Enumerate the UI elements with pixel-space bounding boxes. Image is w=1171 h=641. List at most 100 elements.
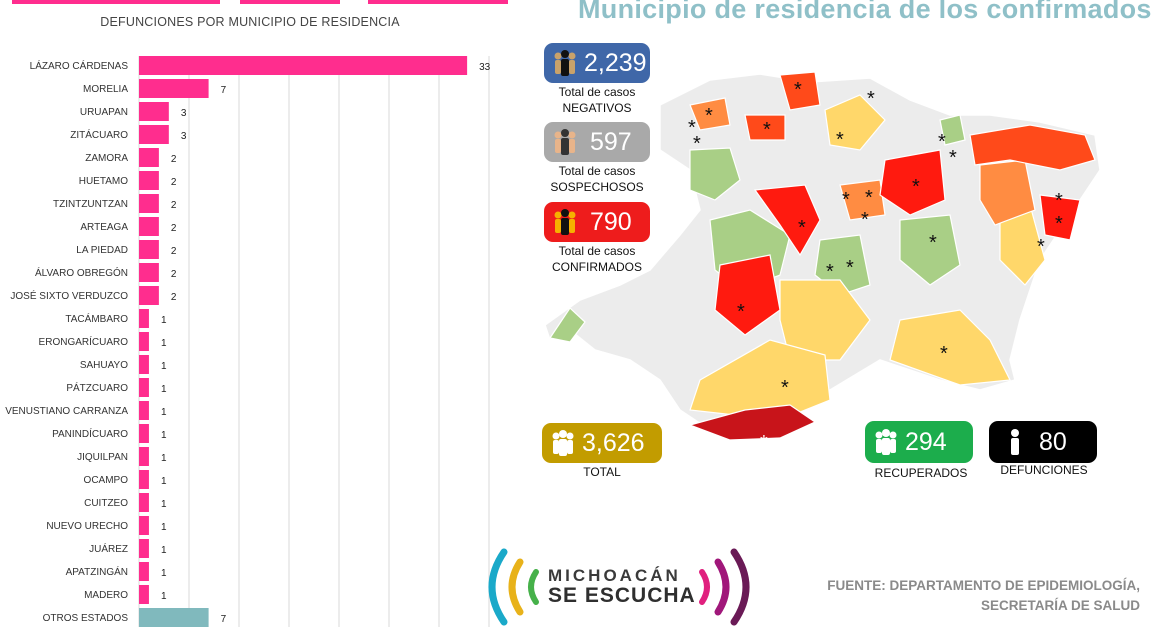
negativos-label1: Total de casos	[558, 85, 636, 99]
category-label: ZAMORA	[85, 153, 128, 164]
person-icon	[1007, 427, 1023, 457]
sospechosos-value: 597	[590, 127, 632, 156]
value-label: 2	[171, 177, 177, 188]
category-label: TACÁMBARO	[65, 312, 128, 325]
asterisk-marker: *	[842, 189, 850, 211]
category-label: OCAMPO	[84, 475, 129, 486]
category-label: MORELIA	[83, 84, 128, 95]
bar	[139, 539, 149, 558]
category-label: PÁTZCUARO	[66, 381, 128, 394]
category-label: TZINTZUNTZAN	[53, 199, 128, 210]
value-label: 3	[181, 108, 187, 119]
total-value: 3,626	[582, 428, 645, 457]
category-label: VENUSTIANO CARRANZA	[5, 406, 128, 417]
asterisk-marker: *	[1055, 213, 1063, 235]
people-icon	[550, 127, 580, 157]
bar	[139, 608, 209, 627]
asterisk-marker: *	[705, 105, 713, 127]
category-label: PANINDÍCUARO	[52, 427, 128, 440]
source-line2: SECRETARÍA DE SALUD	[980, 598, 1140, 613]
value-label: 1	[161, 407, 167, 418]
category-label: OTROS ESTADOS	[43, 613, 129, 624]
value-label: 2	[171, 154, 177, 165]
region-yellow-center	[779, 279, 871, 361]
region-orange-mid	[839, 179, 886, 221]
total-box: 3,626	[542, 423, 662, 463]
bar	[139, 240, 159, 259]
bar	[139, 309, 149, 328]
value-label: 1	[161, 384, 167, 395]
value-label: 2	[171, 269, 177, 280]
bar	[139, 171, 159, 190]
value-label: 1	[161, 545, 167, 556]
asterisk-marker: *	[940, 343, 948, 365]
bar	[139, 516, 149, 535]
category-label: ERONGARÍCUARO	[39, 335, 129, 348]
chart-title: DEFUNCIONES POR MUNICIPIO DE RESIDENCIA	[100, 15, 400, 29]
region-yellow-se	[889, 309, 1011, 386]
bar	[139, 286, 159, 305]
sospechosos-box: 597	[544, 122, 650, 162]
category-label: MADERO	[84, 590, 128, 601]
sospechosos-label1: Total de casos	[558, 164, 636, 178]
category-label: LA PIEDAD	[76, 245, 128, 256]
region-yellow-north	[824, 94, 886, 151]
people-icon	[548, 428, 578, 458]
value-label: 1	[161, 315, 167, 326]
bar	[139, 447, 149, 466]
region-green-east	[899, 214, 961, 286]
people-icon	[550, 48, 580, 78]
asterisk-marker: *	[949, 147, 957, 169]
region-green-sw	[549, 307, 586, 343]
defunciones-box: 80	[989, 421, 1097, 463]
value-label: 2	[171, 246, 177, 257]
asterisk-marker: *	[763, 119, 771, 141]
negativos-caption: Total de casos NEGATIVOS	[540, 84, 654, 116]
value-label: 1	[161, 453, 167, 464]
category-label: ÁLVARO OBREGÓN	[35, 266, 128, 279]
asterisk-marker: *	[846, 257, 854, 279]
category-label: JIQUILPAN	[77, 452, 128, 463]
category-label: ARTEAGA	[80, 222, 128, 233]
asterisk-marker: *	[798, 217, 806, 239]
region-yellow-south	[689, 339, 831, 421]
value-label: 1	[161, 499, 167, 510]
recuperados-box: 294	[865, 421, 973, 463]
asterisk-marker: *	[693, 133, 701, 155]
region-orange-nw	[689, 97, 731, 131]
top-strip-left	[12, 0, 220, 4]
logo-line1: MICHOACÁN	[548, 566, 681, 585]
bar	[139, 56, 468, 75]
category-label: APATZINGÁN	[66, 565, 128, 578]
logo-waves	[488, 548, 750, 626]
region-bright-red-morelia	[753, 184, 821, 257]
asterisk-marker: *	[867, 88, 875, 110]
bar	[139, 217, 159, 236]
value-label: 1	[161, 568, 167, 579]
category-label: SAHUAYO	[80, 360, 128, 371]
bar-chart: LÁZARO CÁRDENAS 33 MORELIA 7 URUAPAN 3 ZITÁCUA…	[5, 56, 491, 627]
bar-layer: LÁZARO CÁRDENAS 33 MORELIA 7 URUAPAN 3 ZITÁCUA…	[5, 56, 491, 627]
asterisk-marker: *	[938, 131, 946, 153]
asterisk-marker: *	[781, 377, 789, 399]
asterisk-marker: *	[1037, 236, 1045, 258]
defunciones-label: DEFUNCIONES	[1000, 463, 1088, 477]
map-title: Municipio de residencia de los confirmad…	[578, 0, 1152, 24]
bar	[139, 585, 149, 604]
bar	[139, 263, 159, 282]
region-green-west	[689, 147, 741, 201]
bar	[139, 148, 159, 167]
bar	[139, 125, 169, 144]
category-label: NUEVO URECHO	[46, 521, 128, 532]
source-note: FUENTE: DEPARTAMENTO DE EPIDEMIOLOGÍA, S…	[827, 576, 1140, 616]
value-label: 7	[221, 85, 227, 96]
asterisk-marker: *	[912, 176, 920, 198]
bar	[139, 332, 149, 351]
sospechosos-label2: SOSPECHOSOS	[550, 180, 644, 194]
value-label: 1	[161, 338, 167, 349]
top-strip-middle	[240, 0, 340, 4]
value-label: 1	[161, 361, 167, 372]
value-label: 2	[171, 223, 177, 234]
chart-grid	[138, 56, 490, 627]
total-label: TOTAL	[583, 465, 621, 479]
